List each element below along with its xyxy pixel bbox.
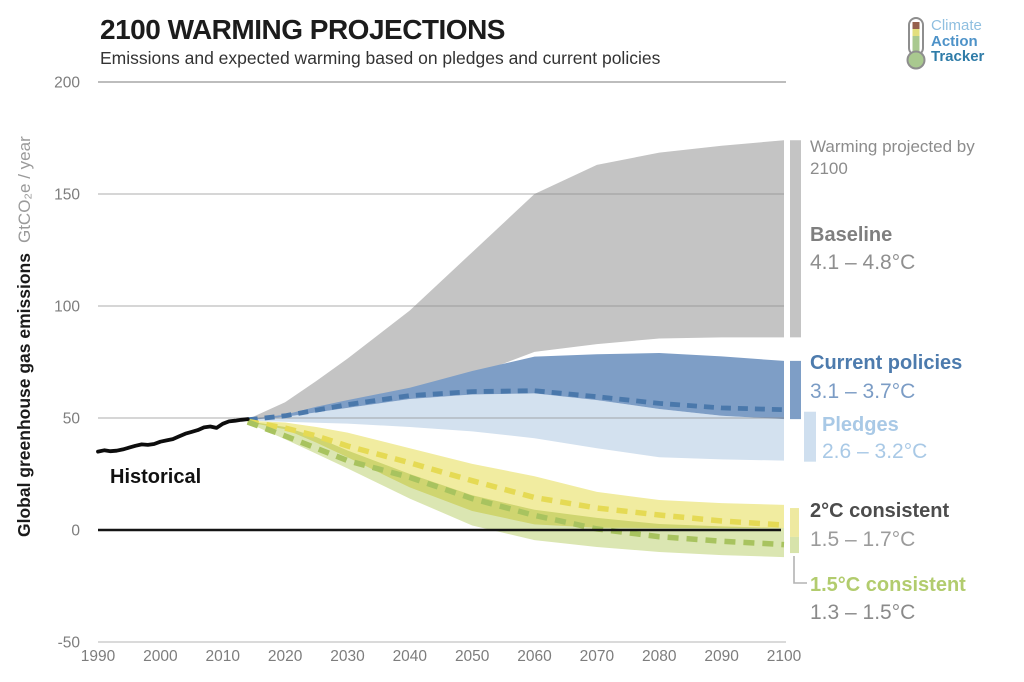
historical-series-label: Historical bbox=[110, 466, 202, 488]
logo-line-climate: Climate bbox=[931, 17, 982, 34]
x-tick-label-2060: 2060 bbox=[517, 648, 552, 665]
legend-bar-current-policies bbox=[790, 360, 801, 420]
legend-name-baseline: Baseline bbox=[810, 224, 893, 246]
x-tick-label-2020: 2020 bbox=[268, 648, 303, 665]
page-title: 2100 WARMING PROJECTIONS bbox=[100, 14, 505, 45]
x-tick-label-2030: 2030 bbox=[330, 648, 365, 665]
legend-bar-one-five-deg-consistent bbox=[790, 536, 799, 554]
y-tick-label--50: -50 bbox=[58, 635, 81, 652]
legend-bar-two-deg-consistent bbox=[790, 508, 799, 537]
legend-range-baseline: 4.1 – 4.8°C bbox=[810, 251, 916, 274]
legend-connector-one-five-deg bbox=[793, 556, 807, 584]
legend-range-two-deg: 1.5 – 1.7°C bbox=[810, 528, 916, 551]
x-tick-label-2090: 2090 bbox=[704, 648, 739, 665]
x-tick-label-2070: 2070 bbox=[580, 648, 615, 665]
legend-name-current-policies: Current policies bbox=[810, 352, 963, 374]
band-current-policies bbox=[247, 353, 784, 421]
legend-heading: Warming projected by 2100 bbox=[810, 137, 975, 179]
historical-line bbox=[96, 417, 250, 454]
y-tick-label-100: 100 bbox=[54, 299, 80, 316]
thermometer-icon bbox=[906, 17, 926, 70]
legend-bar-baseline bbox=[790, 140, 801, 338]
legend-name-two-deg: 2°C consistent bbox=[810, 500, 950, 522]
x-tick-label-2040: 2040 bbox=[393, 648, 428, 665]
y-axis-title-unit: GtCO₂e / year bbox=[15, 136, 34, 244]
median-line-one-five-deg-consistent bbox=[246, 419, 785, 548]
logo-line-tracker: Tracker bbox=[931, 48, 985, 65]
x-tick-label-2100: 2100 bbox=[767, 648, 802, 665]
legend-name-pledges: Pledges bbox=[822, 414, 899, 436]
x-tick-label-2050: 2050 bbox=[455, 648, 490, 665]
legend-bar-pledges bbox=[804, 411, 816, 462]
band-pledges bbox=[247, 393, 784, 461]
x-tick-label-2080: 2080 bbox=[642, 648, 677, 665]
band-two-deg-consistent bbox=[247, 420, 784, 528]
legend-range-current-policies: 3.1 – 3.7°C bbox=[810, 380, 916, 403]
legend-range-pledges: 2.6 – 3.2°C bbox=[822, 440, 928, 463]
median-line-current-policies bbox=[247, 388, 785, 423]
band-baseline bbox=[247, 140, 784, 421]
page-subtitle: Emissions and expected warming based on … bbox=[100, 48, 661, 68]
y-tick-label-150: 150 bbox=[54, 187, 80, 204]
logo: Climate Action Tracker bbox=[931, 18, 984, 65]
x-tick-label-1990: 1990 bbox=[81, 648, 116, 665]
x-tick-label-2010: 2010 bbox=[205, 648, 240, 665]
y-tick-label-0: 0 bbox=[71, 523, 80, 540]
legend-range-one-five-deg: 1.3 – 1.5°C bbox=[810, 601, 916, 624]
x-tick-label-2000: 2000 bbox=[143, 648, 178, 665]
y-axis-title: Global greenhouse gas emissions GtCO₂e / … bbox=[7, 67, 41, 537]
y-tick-label-200: 200 bbox=[54, 75, 80, 92]
logo-line-action: Action bbox=[931, 32, 978, 50]
y-axis-title-main: Global greenhouse gas emissions bbox=[14, 253, 34, 537]
median-line-two-deg-consistent bbox=[247, 418, 785, 528]
legend-name-one-five-deg: 1.5°C consistent bbox=[810, 574, 966, 596]
band-one-five-deg-consistent bbox=[247, 421, 784, 558]
y-tick-label-50: 50 bbox=[63, 411, 81, 428]
